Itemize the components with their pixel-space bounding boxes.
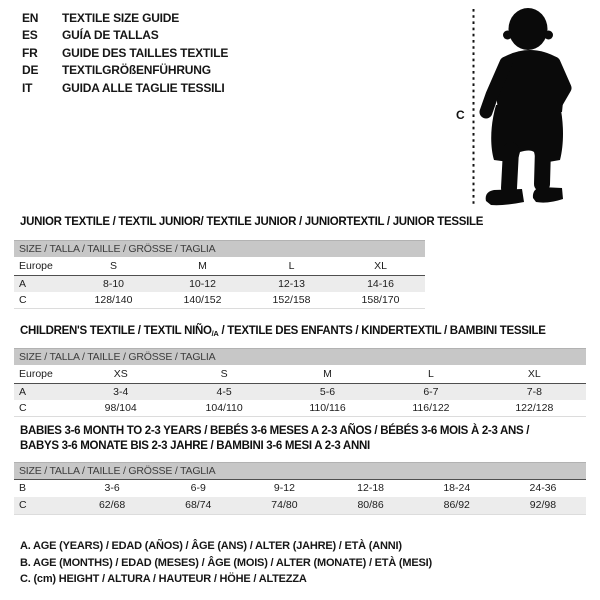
size-col-header: M: [198, 260, 207, 272]
junior-section-title: JUNIOR TEXTILE / TEXTIL JUNIOR/ TEXTILE …: [20, 216, 484, 228]
language-label: GUÍA DE TALLAS: [62, 28, 159, 43]
row-label: A: [19, 278, 27, 290]
size-col-header: XL: [527, 368, 541, 380]
language-label: GUIDE DES TAILLES TEXTILE: [62, 45, 229, 60]
language-code: ES: [22, 28, 38, 43]
table-row-height: C 128/140 140/152 152/158 158/170: [14, 292, 425, 308]
language-row-es: ES GUÍA DE TALLAS: [22, 27, 228, 44]
value-cell: 104/110: [205, 402, 243, 414]
table-row-age: A 8-10 10-12 12-13 14-16: [14, 276, 425, 292]
children-section-title: CHILDREN'S TEXTILE / TEXTIL NIÑO/A / TEX…: [20, 325, 546, 338]
children-title-part1: CHILDREN'S TEXTILE / TEXTIL NIÑO: [20, 325, 212, 337]
table-row-height: C 62/68 68/74 74/80 80/86 86/92 92/98: [14, 497, 586, 514]
size-col-header: S: [109, 260, 117, 272]
value-cell: 5-6: [319, 386, 336, 398]
babies-section-title: BABIES 3-6 MONTH TO 2-3 YEARS / BEBÉS 3-…: [20, 424, 585, 453]
table-row-height: C 98/104 104/110 110/116 116/122 122/128: [14, 400, 586, 416]
children-size-table: SIZE / TALLA / TAILLE / GRÖSSE / TAGLIA …: [14, 348, 586, 417]
size-col-header: XS: [113, 368, 128, 380]
column-header-row: Europe XS S M L XL: [14, 365, 586, 384]
language-list: EN TEXTILE SIZE GUIDE ES GUÍA DE TALLAS …: [22, 10, 228, 97]
note-age-years: A. AGE (YEARS) / EDAD (AÑOS) / ÂGE (ANS)…: [20, 540, 402, 552]
language-row-fr: FR GUIDE DES TAILLES TEXTILE: [22, 45, 228, 62]
baby-silhouette-icon: [479, 8, 572, 206]
value-cell: 74/80: [271, 499, 298, 511]
legend-notes: A. AGE (YEARS) / EDAD (AÑOS) / ÂGE (ANS)…: [20, 538, 432, 588]
children-title-subscript: /A: [211, 329, 219, 338]
value-cell: 98/104: [104, 402, 137, 414]
size-col-header: S: [220, 368, 228, 380]
row-label: C: [19, 402, 27, 414]
value-cell: 18-24: [443, 482, 471, 494]
junior-size-table: SIZE / TALLA / TAILLE / GRÖSSE / TAGLIA …: [14, 240, 425, 309]
value-cell: 92/98: [529, 499, 557, 511]
value-cell: 9-12: [273, 482, 295, 494]
note-height-cm: C. (cm) HEIGHT / ALTURA / HAUTEUR / HÖHE…: [20, 573, 307, 585]
row-label: C: [19, 294, 27, 306]
value-cell: 128/140: [94, 294, 133, 306]
language-row-it: IT GUIDA ALLE TAGLIE TESSILI: [22, 80, 228, 97]
value-cell: 6-7: [423, 386, 439, 398]
value-cell: 86/92: [443, 499, 470, 511]
size-header-bar: SIZE / TALLA / TAILLE / GRÖSSE / TAGLIA: [14, 462, 586, 480]
row-label: A: [19, 386, 27, 398]
table-row-age: A 3-4 4-5 5-6 6-7 7-8: [14, 384, 586, 400]
babies-title-line1: BABIES 3-6 MONTH TO 2-3 YEARS / BEBÉS 3-…: [20, 425, 530, 437]
value-cell: 24-36: [529, 482, 557, 494]
language-row-en: EN TEXTILE SIZE GUIDE: [22, 10, 228, 27]
row-label: C: [19, 499, 27, 511]
size-header-bar: SIZE / TALLA / TAILLE / GRÖSSE / TAGLIA: [14, 348, 586, 365]
size-col-header: M: [323, 368, 332, 380]
value-cell: 140/152: [183, 294, 222, 306]
value-cell: 80/86: [357, 499, 384, 511]
language-code: DE: [22, 63, 39, 78]
language-code: FR: [22, 45, 38, 60]
region-header-cell: Europe: [19, 260, 53, 272]
babies-title-line2: BABYS 3-6 MONATE BIS 2-3 JAHRE / BAMBINI…: [20, 439, 370, 452]
value-cell: 3-6: [104, 482, 120, 494]
language-label: GUIDA ALLE TAGLIE TESSILI: [62, 80, 225, 95]
size-header-bar: SIZE / TALLA / TAILLE / GRÖSSE / TAGLIA: [14, 240, 425, 257]
size-col-header: L: [288, 260, 295, 272]
value-cell: 6-9: [190, 482, 206, 494]
value-cell: 62/68: [98, 499, 126, 511]
value-cell: 68/74: [185, 499, 212, 511]
value-cell: 158/170: [361, 294, 400, 306]
language-row-de: DE TEXTILGRÖßENFÜHRUNG: [22, 62, 228, 79]
children-title-part2: / TEXTILE DES ENFANTS / KINDERTEXTIL / B…: [218, 325, 546, 337]
value-cell: 110/116: [309, 402, 346, 414]
value-cell: 8-10: [102, 278, 124, 290]
language-label: TEXTILE SIZE GUIDE: [62, 11, 180, 25]
value-cell: 152/158: [272, 294, 311, 306]
value-cell: 14-16: [367, 278, 394, 290]
value-cell: 7-8: [526, 386, 542, 398]
size-col-header: L: [428, 368, 434, 380]
value-cell: 12-18: [357, 482, 385, 494]
height-measure-label: C: [456, 108, 465, 122]
value-cell: 3-4: [113, 386, 129, 398]
column-header-row: Europe S M L XL: [14, 257, 425, 276]
value-cell: 122/128: [515, 402, 554, 414]
language-code: IT: [22, 80, 33, 95]
value-cell: 12-13: [278, 278, 305, 290]
size-col-header: XL: [374, 260, 387, 272]
language-label: TEXTILGRÖßENFÜHRUNG: [62, 63, 211, 78]
table-row-months: B 3-6 6-9 9-12 12-18 18-24 24-36: [14, 480, 586, 497]
language-code: EN: [22, 11, 39, 25]
value-cell: 10-12: [189, 278, 216, 290]
baby-height-figure: C: [456, 8, 572, 206]
note-age-months: B. AGE (MONTHS) / EDAD (MESES) / ÂGE (MO…: [20, 556, 432, 569]
value-cell: 116/122: [412, 402, 450, 414]
babies-size-table: SIZE / TALLA / TAILLE / GRÖSSE / TAGLIA …: [14, 462, 586, 515]
row-label: B: [19, 482, 27, 494]
region-header-cell: Europe: [19, 368, 53, 380]
value-cell: 4-5: [216, 386, 232, 398]
